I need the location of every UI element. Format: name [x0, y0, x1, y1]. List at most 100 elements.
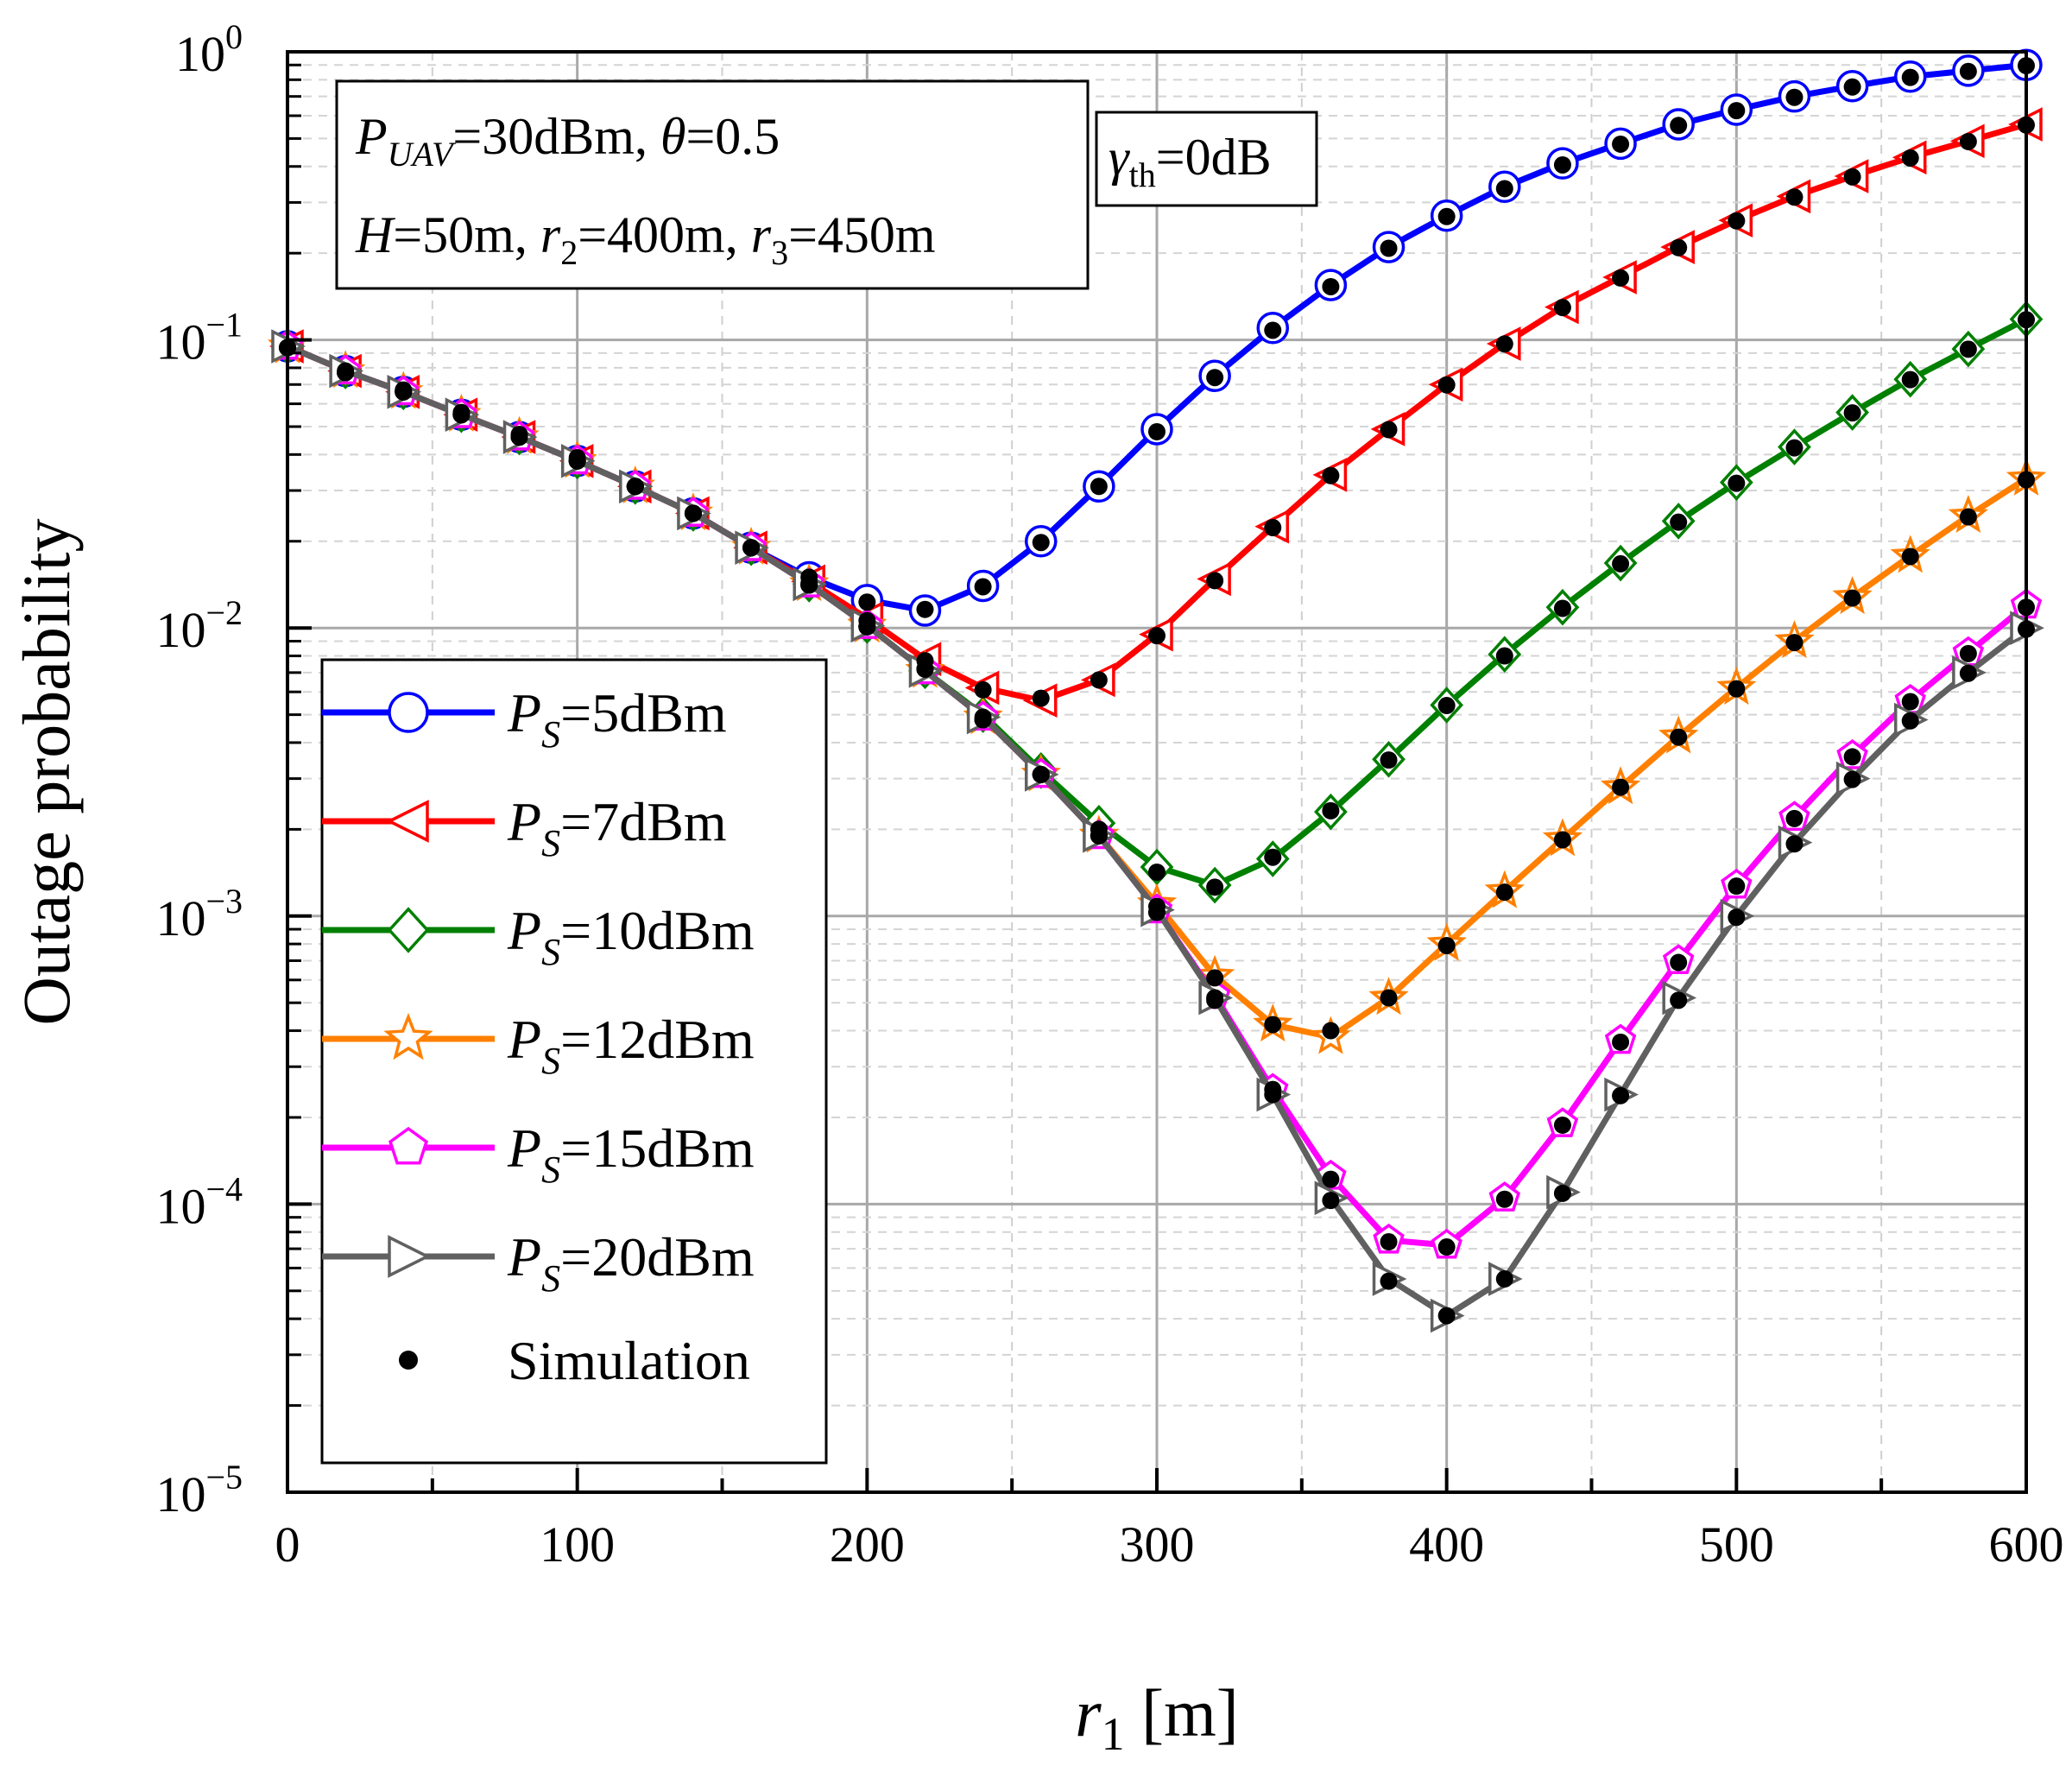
simulation-point — [1090, 478, 1108, 496]
simulation-point — [858, 593, 876, 611]
simulation-point — [1670, 117, 1688, 135]
simulation-point — [974, 578, 992, 596]
simulation-point — [1670, 238, 1688, 256]
y-tick-label: 10−4 — [155, 1169, 243, 1234]
simulation-point — [1495, 335, 1513, 353]
gamma-threshold-annotation: γth=0dB — [1095, 111, 1318, 207]
simulation-point — [1612, 135, 1630, 153]
simulation-point — [1843, 404, 1861, 422]
legend-label: PS=5dBm — [507, 682, 727, 756]
simulation-point — [337, 364, 355, 382]
simulation-point — [1148, 627, 1166, 645]
simulation-point — [1206, 572, 1224, 590]
legend-marker — [399, 1351, 418, 1370]
legend-label: PS=15dBm — [507, 1117, 755, 1191]
legend-item: PS=10dBm — [322, 900, 755, 973]
x-tick-label: 100 — [540, 1516, 615, 1573]
simulation-point — [1495, 647, 1513, 665]
simulation-point — [1785, 88, 1804, 106]
legend-marker — [388, 1235, 431, 1278]
simulation-point — [858, 617, 876, 636]
simulation-point — [1553, 1184, 1571, 1202]
simulation-point — [1843, 168, 1861, 186]
simulation-point — [1670, 728, 1688, 746]
simulation-point — [1380, 989, 1398, 1007]
simulation-point — [1959, 644, 1977, 662]
simulation-point — [1206, 969, 1224, 987]
simulation-point — [1206, 369, 1224, 387]
legend-marker — [388, 692, 429, 733]
simulation-point — [1728, 908, 1746, 927]
simulation-point — [1901, 149, 1919, 167]
simulation-point — [1206, 878, 1224, 896]
simulation-point — [1728, 474, 1746, 492]
simulation-point — [1090, 826, 1108, 845]
simulation-point — [1670, 991, 1688, 1009]
svg-text:PUAV=30dBm, θ=0.5: PUAV=30dBm, θ=0.5 — [355, 108, 780, 174]
simulation-point — [1322, 277, 1340, 295]
legend-item: PS=15dBm — [322, 1117, 755, 1191]
simulation-point — [568, 452, 586, 470]
simulation-point — [1553, 1116, 1571, 1134]
simulation-point — [1264, 1016, 1282, 1034]
simulation-point — [1264, 519, 1282, 537]
simulation-point — [1901, 693, 1919, 711]
simulation-point — [1437, 936, 1456, 954]
simulation-point — [684, 504, 702, 522]
simulation-point — [1322, 1022, 1340, 1040]
simulation-point — [1959, 340, 1977, 358]
simulation-point — [1728, 877, 1746, 895]
simulation-point — [1322, 1170, 1340, 1188]
y-tick-label: 10−1 — [155, 306, 243, 370]
simulation-point — [1785, 439, 1804, 457]
legend-item: PS=7dBm — [322, 791, 727, 864]
simulation-point — [1901, 712, 1919, 730]
simulation-point — [1264, 1085, 1282, 1104]
simulation-point — [1206, 991, 1224, 1009]
simulation-point — [916, 600, 934, 618]
simulation-point — [626, 478, 644, 496]
legend-marker — [386, 800, 429, 843]
simulation-point — [1728, 212, 1746, 230]
simulation-point — [800, 576, 818, 594]
tick-labels: 0 100 200 300 400 500 600 100 10−1 10−2 10−3 10−4 10… — [155, 17, 2063, 1573]
legend-label: PS=20dBm — [507, 1226, 755, 1300]
simulation-point — [1380, 1233, 1398, 1251]
legend-box — [320, 658, 828, 1465]
svg-text:γth=0dB: γth=0dB — [1109, 129, 1272, 194]
x-axis-title: r1 [m] — [1075, 1675, 1238, 1760]
simulation-point — [1843, 748, 1861, 766]
x-tick-label: 200 — [830, 1516, 905, 1573]
simulation-point — [1670, 953, 1688, 971]
legend: PS=5dBm PS=7dBm PS=10dBm PS=12dBm PS=15dBm PS… — [320, 658, 828, 1465]
axis-ticks — [286, 50, 2028, 1494]
simulation-point — [1148, 903, 1166, 921]
x-tick-label: 600 — [1989, 1516, 2064, 1573]
y-tick-label: 10−5 — [155, 1458, 243, 1522]
simulation-point — [1959, 62, 1977, 80]
simulation-point — [1553, 299, 1571, 317]
simulation-point — [1264, 321, 1282, 339]
parameter-annotation: PUAV=30dBm, θ=0.5 H=50m, r2=400m, r3=450… — [335, 79, 1090, 290]
legend-label: PS=12dBm — [507, 1009, 755, 1082]
simulation-point — [974, 680, 992, 699]
simulation-point — [1437, 376, 1456, 394]
y-tick-label: 100 — [175, 17, 243, 82]
x-tick-label: 300 — [1120, 1516, 1195, 1573]
simulation-point — [1495, 883, 1513, 902]
simulation-point — [1670, 513, 1688, 531]
simulation-point — [1612, 554, 1630, 573]
simulation-point — [1843, 78, 1861, 96]
simulation-point — [974, 711, 992, 729]
simulation-point — [1495, 180, 1513, 198]
y-tick-label: 10−3 — [155, 882, 243, 946]
legend-label: PS=10dBm — [507, 900, 755, 973]
simulation-point — [510, 428, 528, 446]
simulation-point — [1032, 765, 1050, 783]
simulation-point — [1901, 370, 1919, 389]
simulation-point — [1612, 1033, 1630, 1051]
simulation-point — [1264, 848, 1282, 866]
simulation-point — [1959, 132, 1977, 150]
simulation-point — [1901, 547, 1919, 566]
